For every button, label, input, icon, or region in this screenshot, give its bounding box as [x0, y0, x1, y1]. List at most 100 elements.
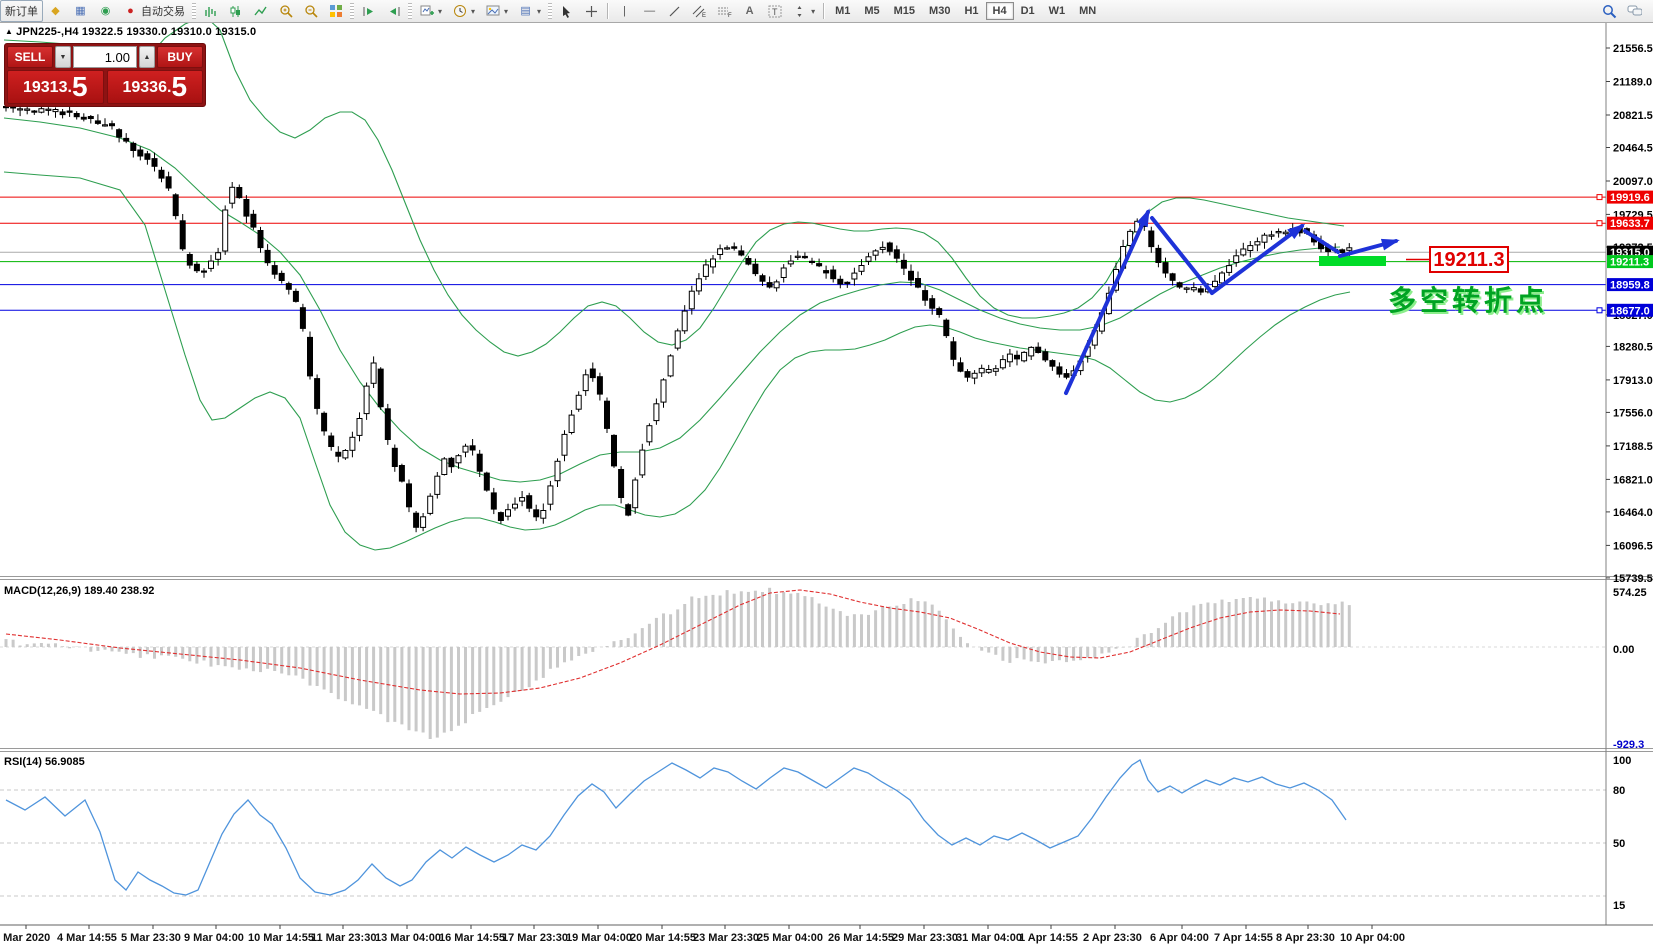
svg-text:E: E — [702, 13, 706, 18]
zoom-in-button[interactable] — [273, 1, 298, 21]
timeframe-m15[interactable]: M15 — [893, 5, 916, 17]
buy-button[interactable]: BUY — [157, 46, 203, 68]
blue-trend-arrow[interactable] — [1303, 229, 1340, 254]
timeframe-d1[interactable]: D1 — [1020, 5, 1035, 17]
price-chip-18677.0 — [1607, 303, 1653, 317]
svg-text:19211.3: 19211.3 — [1610, 257, 1649, 269]
new-chart-button[interactable]: ▾ — [414, 1, 447, 21]
price-tick: 18280.5 — [1613, 341, 1653, 353]
price-tick: 21556.5 — [1613, 43, 1653, 55]
macd-axis-value: -929.3 — [1613, 739, 1644, 751]
chart-title: ▲ JPN225-,H4 19322.5 19330.0 19310.0 1931… — [5, 26, 256, 38]
volume-input[interactable]: 1.00 — [73, 46, 137, 68]
template-button[interactable]: ▾ — [480, 1, 513, 21]
timeframe-m1[interactable]: M1 — [835, 5, 851, 17]
candle-chart-button[interactable] — [223, 1, 248, 21]
time-tick: 23 Mar 23:30 — [693, 932, 759, 944]
tile-windows-icon — [328, 4, 343, 18]
time-tick: 20 Mar 14:55 — [630, 932, 696, 944]
period-button[interactable]: ▾ — [447, 1, 480, 21]
volume-increase-button[interactable]: ▲ — [139, 46, 155, 68]
price-tick: 17913.0 — [1613, 375, 1653, 387]
price-tick: 15739.5 — [1613, 573, 1653, 585]
market-watch-button[interactable]: ▦ — [68, 1, 93, 21]
timeframe-m5[interactable]: M5 — [864, 5, 880, 17]
volume-decrease-button[interactable]: ▼ — [55, 46, 71, 68]
signal-icon: ◉ — [100, 5, 111, 17]
blue-trend-arrow[interactable] — [1064, 210, 1150, 395]
time-tick: 17 Mar 23:30 — [502, 932, 568, 944]
indicator-list-icon: ▤ — [520, 5, 531, 17]
clock-icon — [452, 4, 467, 18]
cursor-tool-button[interactable] — [554, 1, 579, 21]
arrow-objects-button[interactable]: ▾ — [787, 1, 820, 21]
timeframe-h1[interactable]: H1 — [964, 5, 979, 17]
buy-price-display[interactable]: 19336. 5 — [106, 70, 203, 104]
time-tick: 3 Mar 2020 — [0, 932, 50, 944]
auto-scroll-button[interactable] — [356, 1, 381, 21]
macd-axis-value: 574.25 — [1613, 587, 1647, 599]
search-button[interactable] — [1597, 1, 1622, 21]
timeframe-m30[interactable]: M30 — [929, 5, 951, 17]
timeframe-mn[interactable]: MN — [1079, 5, 1097, 17]
zoom-out-button[interactable] — [298, 1, 323, 21]
indicator-list-button[interactable]: ▤ ▾ — [513, 1, 546, 21]
chevron-down-icon: ▾ — [438, 6, 443, 16]
chat-button[interactable] — [1622, 1, 1647, 21]
toolbar-grip — [408, 3, 412, 19]
metaquotes-button[interactable]: ◆ — [43, 1, 68, 21]
text-tool[interactable]: A — [737, 1, 762, 21]
price-tick: 20464.5 — [1613, 143, 1653, 155]
time-tick: 2 Apr 23:30 — [1083, 932, 1142, 944]
trendline-tool[interactable] — [662, 1, 687, 21]
cn-note-text[interactable]: 多空转折点 — [1388, 284, 1548, 316]
price-callout-box[interactable] — [1429, 246, 1509, 273]
chart-window-icon: ▦ — [75, 5, 86, 17]
svg-text:19919.6: 19919.6 — [1610, 192, 1650, 204]
toolbar-grip — [192, 3, 196, 19]
bar-chart-button[interactable] — [198, 1, 223, 21]
tile-windows-button[interactable] — [323, 1, 348, 21]
object-handle[interactable] — [1596, 220, 1603, 227]
rsi-label: RSI(14) 56.9085 — [4, 756, 85, 768]
object-handle[interactable] — [1596, 194, 1603, 201]
green-highlight-rect[interactable] — [1319, 256, 1386, 266]
new-order-button[interactable]: 新订单 — [0, 0, 43, 22]
new-chart-icon — [419, 4, 434, 18]
rsi-axis-value: 15 — [1613, 900, 1625, 912]
sell-price-big: 5 — [71, 71, 88, 102]
signals-button[interactable]: ◉ — [93, 1, 118, 21]
crosshair-tool-button[interactable] — [579, 1, 604, 21]
label-tool[interactable]: T — [762, 1, 787, 21]
cursor-icon — [559, 4, 574, 18]
chevron-down-icon: ▾ — [504, 6, 509, 16]
price-tick: 20097.0 — [1613, 176, 1653, 188]
timeframe-h4[interactable]: H4 — [985, 2, 1014, 20]
blue-trend-arrow[interactable] — [1210, 224, 1304, 295]
time-tick: 25 Mar 04:00 — [757, 932, 823, 944]
horizontal-line-tool[interactable]: — — [637, 1, 662, 21]
line-chart-button[interactable] — [248, 1, 273, 21]
collapse-triangle-icon[interactable]: ▲ — [5, 27, 14, 36]
sell-button[interactable]: SELL — [7, 46, 53, 68]
time-tick: 29 Mar 23:30 — [892, 932, 958, 944]
time-tick: 19 Mar 04:00 — [566, 932, 632, 944]
vertical-line-tool[interactable]: | — [612, 1, 637, 21]
timeframe-w1[interactable]: W1 — [1048, 5, 1066, 17]
chart-shift-icon — [386, 4, 401, 18]
chevron-down-icon: ▾ — [537, 6, 542, 16]
time-tick: 13 Mar 04:00 — [375, 932, 441, 944]
blue-trend-arrow[interactable] — [1150, 216, 1214, 295]
object-handle[interactable] — [1596, 307, 1603, 314]
chart-shift-button[interactable] — [381, 1, 406, 21]
svg-text:F: F — [728, 13, 732, 18]
channel-tool[interactable]: E — [687, 1, 712, 21]
one-click-trade-panel: SELL ▼ 1.00 ▲ BUY 19313. 5 19336. 5 — [4, 43, 206, 107]
auto-scroll-icon — [361, 4, 376, 18]
fibonacci-tool[interactable]: F — [712, 1, 737, 21]
new-order-label: 新订单 — [5, 6, 38, 18]
sell-price-display[interactable]: 19313. 5 — [7, 70, 104, 104]
label-icon: T — [767, 4, 782, 18]
auto-trading-button[interactable]: ● 自动交易 — [118, 0, 190, 22]
